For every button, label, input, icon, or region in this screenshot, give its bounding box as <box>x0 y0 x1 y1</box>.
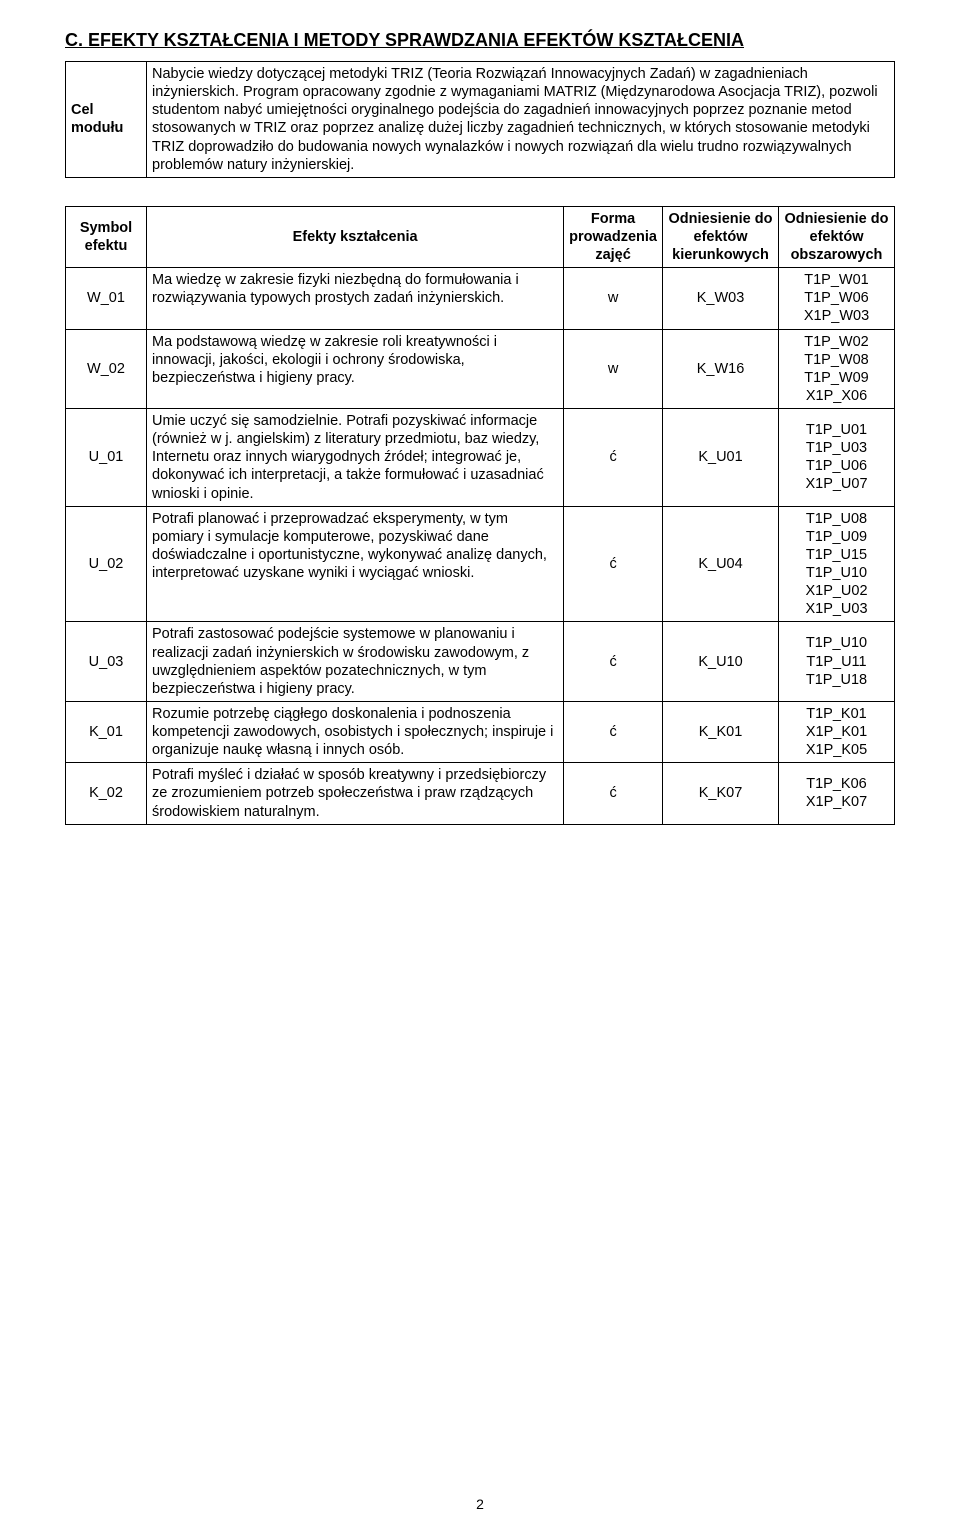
cell-obsz: T1P_U08 T1P_U09 T1P_U15 T1P_U10 X1P_U02 … <box>779 506 895 622</box>
header-kierunek: Odniesienie do efektów kierunkowych <box>663 206 779 267</box>
cell-kier: K_U01 <box>663 409 779 507</box>
cell-symbol: K_01 <box>66 701 147 762</box>
table-row: U_02Potrafi planować i przeprowadzać eks… <box>66 506 895 622</box>
cell-kier: K_K01 <box>663 701 779 762</box>
cell-obsz: T1P_W01 T1P_W06 X1P_W03 <box>779 268 895 329</box>
cell-obsz: T1P_U10 T1P_U11 T1P_U18 <box>779 622 895 702</box>
cell-kier: K_U10 <box>663 622 779 702</box>
cell-forma: ć <box>564 701 663 762</box>
table-row: U_01Umie uczyć się samodzielnie. Potrafi… <box>66 409 895 507</box>
section-title: C. EFEKTY KSZTAŁCENIA I METODY SPRAWDZAN… <box>65 30 895 51</box>
cell-desc: Rozumie potrzebę ciągłego doskonalenia i… <box>147 701 564 762</box>
cell-forma: ć <box>564 622 663 702</box>
cell-symbol: W_01 <box>66 268 147 329</box>
cell-forma: ć <box>564 506 663 622</box>
table-row: W_02Ma podstawową wiedzę w zakresie roli… <box>66 329 895 409</box>
cell-kier: K_K07 <box>663 763 779 824</box>
cell-forma: ć <box>564 409 663 507</box>
efekty-table: Symbol efektu Efekty kształcenia Forma p… <box>65 206 895 825</box>
cell-desc: Potrafi planować i przeprowadzać ekspery… <box>147 506 564 622</box>
cell-symbol: U_01 <box>66 409 147 507</box>
table-row: W_01Ma wiedzę w zakresie fizyki niezbędn… <box>66 268 895 329</box>
header-symbol: Symbol efektu <box>66 206 147 267</box>
cell-desc: Ma podstawową wiedzę w zakresie roli kre… <box>147 329 564 409</box>
cell-desc: Potrafi zastosować podejście systemowe w… <box>147 622 564 702</box>
cell-kier: K_W03 <box>663 268 779 329</box>
cell-desc: Ma wiedzę w zakresie fizyki niezbędną do… <box>147 268 564 329</box>
cell-symbol: U_03 <box>66 622 147 702</box>
cell-obsz: T1P_U01 T1P_U03 T1P_U06 X1P_U07 <box>779 409 895 507</box>
cell-obsz: T1P_W02 T1P_W08 T1P_W09 X1P_X06 <box>779 329 895 409</box>
cell-kier: K_U04 <box>663 506 779 622</box>
module-label-cell: Cel modułu <box>66 62 147 178</box>
module-text-cell: Nabycie wiedzy dotyczącej metodyki TRIZ … <box>147 62 895 178</box>
cell-desc: Potrafi myśleć i działać w sposób kreaty… <box>147 763 564 824</box>
table-row: K_01Rozumie potrzebę ciągłego doskonalen… <box>66 701 895 762</box>
cell-symbol: W_02 <box>66 329 147 409</box>
table-row: K_02Potrafi myśleć i działać w sposób kr… <box>66 763 895 824</box>
cell-kier: K_W16 <box>663 329 779 409</box>
cell-forma: ć <box>564 763 663 824</box>
cell-obsz: T1P_K06 X1P_K07 <box>779 763 895 824</box>
cell-symbol: U_02 <box>66 506 147 622</box>
header-obszar: Odniesienie do efektów obszarowych <box>779 206 895 267</box>
cell-forma: w <box>564 329 663 409</box>
table-row: U_03Potrafi zastosować podejście systemo… <box>66 622 895 702</box>
cell-symbol: K_02 <box>66 763 147 824</box>
header-efekty: Efekty kształcenia <box>147 206 564 267</box>
header-forma: Forma prowadzenia zajęć <box>564 206 663 267</box>
cell-forma: w <box>564 268 663 329</box>
page-number: 2 <box>0 1496 960 1512</box>
cell-desc: Umie uczyć się samodzielnie. Potrafi poz… <box>147 409 564 507</box>
module-table: Cel modułu Nabycie wiedzy dotyczącej met… <box>65 61 895 178</box>
cell-obsz: T1P_K01 X1P_K01 X1P_K05 <box>779 701 895 762</box>
